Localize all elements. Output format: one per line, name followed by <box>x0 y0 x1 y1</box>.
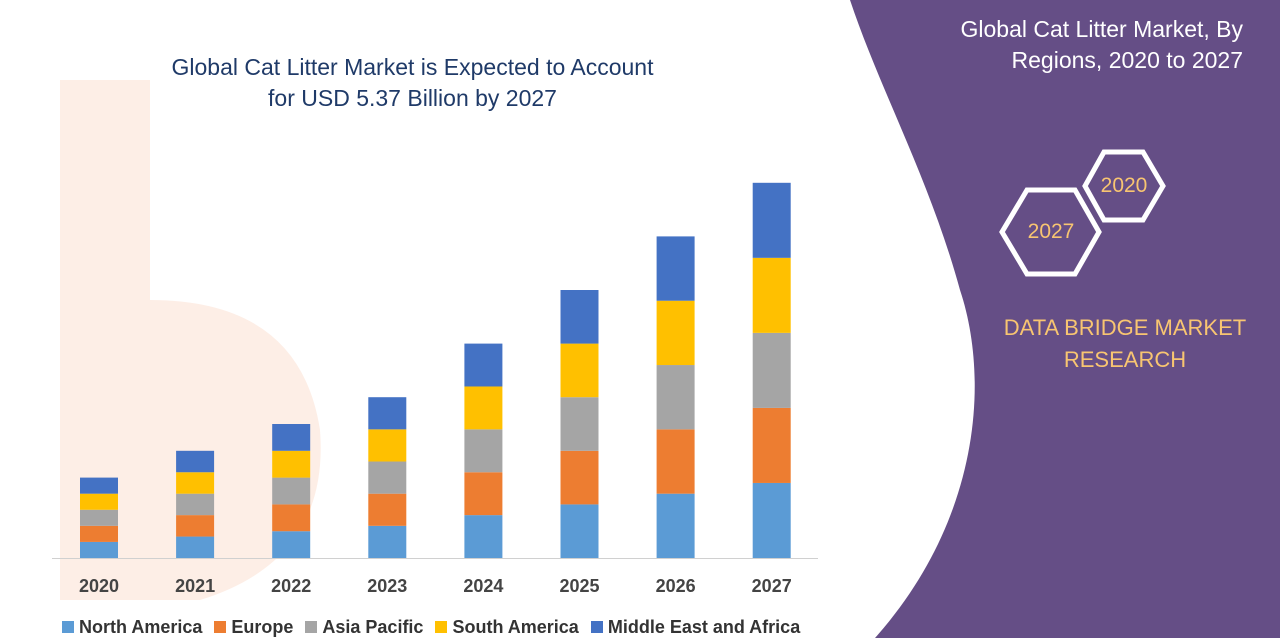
brand-line-1: DATA BRIDGE MARKET <box>1003 315 1247 340</box>
bar-segment-2026-north-america <box>656 493 695 558</box>
x-tick-label-2022: 2022 <box>271 576 311 596</box>
bar-segment-2027-asia-pacific <box>752 332 791 408</box>
bar-segment-2026-europe <box>656 429 695 494</box>
legend-swatch-asia-pacific <box>305 621 318 633</box>
x-tick-label-2020: 2020 <box>79 576 119 596</box>
side-panel <box>850 0 1280 638</box>
chart-title-line-1: Global Cat Litter Market is Expected to … <box>171 54 654 80</box>
chart-legend: North America Europe Asia Pacific South Ame… <box>62 616 812 638</box>
x-tick-label-2024: 2024 <box>463 576 503 596</box>
bar-segment-2023-asia-pacific <box>368 461 407 494</box>
bar-segment-2025-middle-east-and-africa <box>560 290 599 344</box>
chart-title: Global Cat Litter Market is Expected to … <box>130 52 695 114</box>
bar-segment-2027-middle-east-and-africa <box>752 182 791 258</box>
bar-segment-2023-north-america <box>368 525 407 558</box>
legend-swatch-north-america <box>62 621 74 633</box>
bar-segment-2025-north-america <box>560 504 599 558</box>
bar-segment-2025-europe <box>560 450 599 505</box>
bar-segment-2025-south-america <box>560 343 599 398</box>
bar-segment-2027-south-america <box>752 257 791 333</box>
x-tick-label-2023: 2023 <box>367 576 407 596</box>
bar-segment-2026-asia-pacific <box>656 365 695 430</box>
bar-segment-2024-asia-pacific <box>464 429 503 473</box>
bar-segment-2022-middle-east-and-africa <box>272 424 311 451</box>
hex-label-2027: 2027 <box>1027 220 1075 243</box>
chart-title-line-2: for USD 5.37 Billion by 2027 <box>268 85 557 111</box>
x-tick-label-2021: 2021 <box>175 576 215 596</box>
bar-segment-2021-north-america <box>176 536 215 558</box>
bar-segment-2020-europe <box>80 525 118 542</box>
x-tick-label-2026: 2026 <box>656 576 696 596</box>
legend-swatch-south-america <box>435 621 448 633</box>
bar-segment-2024-north-america <box>464 515 503 558</box>
bar-segment-2020-asia-pacific <box>80 509 118 526</box>
legend-label-north-america: North America <box>79 616 203 637</box>
bar-segment-2023-middle-east-and-africa <box>368 397 407 430</box>
bar-segment-2025-asia-pacific <box>560 397 599 451</box>
bar-segment-2021-asia-pacific <box>176 493 215 516</box>
bar-segment-2026-south-america <box>656 300 695 366</box>
legend-label-europe: Europe <box>231 616 294 637</box>
side-title-line-1: Global Cat Litter Market, By <box>960 16 1244 42</box>
legend-label-asia-pacific: Asia Pacific <box>322 616 424 637</box>
bar-segment-2021-south-america <box>176 472 215 494</box>
legend-item-middle-east-and-africa: Middle East and Africa <box>590 616 801 638</box>
x-tick-label-2027: 2027 <box>752 576 792 596</box>
bars-layer <box>80 182 791 558</box>
legend-item-asia-pacific: Asia Pacific <box>305 617 423 638</box>
side-panel-title: Global Cat Litter Market, By Regions, 20… <box>900 14 1244 76</box>
bar-segment-2023-europe <box>368 493 407 526</box>
hexagon-2027-icon <box>999 187 1102 277</box>
legend-swatch-middle-east-and-africa <box>590 621 603 633</box>
bar-segment-2024-south-america <box>464 386 503 430</box>
bar-segment-2021-europe <box>176 515 215 537</box>
legend-item-europe: Europe <box>214 617 293 638</box>
x-tick-label-2025: 2025 <box>559 576 599 596</box>
bar-segment-2024-middle-east-and-africa <box>464 343 503 387</box>
brand-name: DATA BRIDGE MARKET RESEARCH <box>985 312 1265 376</box>
bar-segment-2021-middle-east-and-africa <box>176 450 215 473</box>
bar-segment-2027-europe <box>752 407 791 483</box>
side-title-line-2: Regions, 2020 to 2027 <box>1011 47 1243 73</box>
hexagon-2020-icon <box>1082 149 1166 223</box>
bar-segment-2027-north-america <box>752 482 791 558</box>
legend-item-north-america: North America <box>62 617 202 638</box>
bar-segment-2023-south-america <box>368 429 407 462</box>
bar-segment-2020-south-america <box>80 493 118 510</box>
bar-segment-2022-asia-pacific <box>272 477 311 505</box>
legend-item-south-america: South America <box>435 616 579 638</box>
legend-label-south-america: South America <box>452 616 579 637</box>
legend-label-middle-east-and-africa: Middle East and Africa <box>607 616 801 637</box>
hex-label-2020: 2020 <box>1100 174 1148 197</box>
x-tick-labels: 2020 2021 2022 2023 2024 2025 2026 2027 <box>79 576 792 596</box>
bar-segment-2022-south-america <box>272 450 311 478</box>
bar-segment-2020-middle-east-and-africa <box>80 477 118 494</box>
brand-line-2: RESEARCH <box>1063 347 1187 372</box>
bar-segment-2024-europe <box>464 472 503 516</box>
bar-segment-2020-north-america <box>80 541 118 558</box>
watermark-logo-shape <box>60 80 321 600</box>
bar-segment-2022-europe <box>272 504 311 532</box>
bar-segment-2026-middle-east-and-africa <box>656 236 695 301</box>
legend-swatch-europe <box>214 621 227 633</box>
bar-segment-2022-north-america <box>272 531 311 558</box>
